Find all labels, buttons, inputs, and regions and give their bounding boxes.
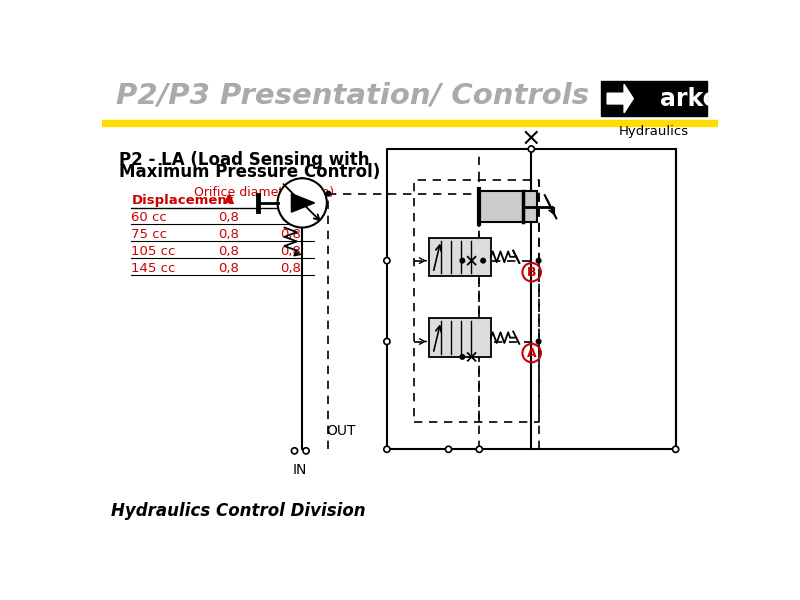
Bar (601, 81, 707, 116)
Circle shape (384, 446, 390, 452)
Text: Maximum Pressure Control): Maximum Pressure Control) (119, 163, 380, 181)
Text: A: A (527, 347, 537, 359)
Text: 0,8: 0,8 (218, 211, 239, 224)
Text: 145 cc: 145 cc (131, 262, 176, 275)
Circle shape (460, 355, 465, 359)
Circle shape (536, 259, 541, 263)
Polygon shape (607, 85, 634, 113)
Text: 0,8: 0,8 (280, 211, 301, 224)
Circle shape (384, 257, 390, 264)
Text: 0,8: 0,8 (218, 228, 239, 241)
Bar (430, 319, 491, 357)
Text: 0,8: 0,8 (280, 228, 301, 241)
Circle shape (291, 448, 298, 454)
Bar (102, 120, 718, 126)
Text: Hydraulics: Hydraulics (619, 125, 689, 138)
Text: Displacement: Displacement (131, 194, 234, 207)
Bar (479, 191, 537, 222)
Circle shape (673, 446, 678, 452)
Text: B: B (286, 194, 296, 207)
Text: Hydraulics Control Division: Hydraulics Control Division (111, 502, 366, 520)
Circle shape (326, 191, 330, 196)
Circle shape (278, 178, 327, 227)
Circle shape (476, 446, 482, 452)
Text: P2/P3 Presentation/ Controls: P2/P3 Presentation/ Controls (116, 81, 589, 109)
Circle shape (303, 448, 309, 454)
Text: 60 cc: 60 cc (131, 211, 167, 224)
Text: 0,8: 0,8 (218, 245, 239, 258)
Text: P2 - LA (Load Sensing with: P2 - LA (Load Sensing with (119, 151, 370, 169)
Text: arker: arker (660, 86, 730, 110)
Text: Orifice diameter (mm): Orifice diameter (mm) (194, 186, 334, 199)
Text: 105 cc: 105 cc (131, 245, 176, 258)
Bar (430, 238, 491, 276)
Text: 75 cc: 75 cc (131, 228, 167, 241)
Circle shape (528, 146, 534, 152)
Text: 0,8: 0,8 (218, 262, 239, 275)
Text: IN: IN (293, 463, 307, 477)
Circle shape (384, 338, 390, 344)
Circle shape (481, 259, 486, 263)
Text: OUT: OUT (326, 424, 355, 438)
Circle shape (536, 339, 541, 344)
Polygon shape (291, 194, 314, 212)
Circle shape (460, 259, 465, 263)
Text: A: A (224, 194, 234, 207)
Text: B: B (527, 266, 537, 278)
Circle shape (446, 446, 451, 452)
Text: 0,8: 0,8 (280, 245, 301, 258)
Text: 0,8: 0,8 (280, 262, 301, 275)
